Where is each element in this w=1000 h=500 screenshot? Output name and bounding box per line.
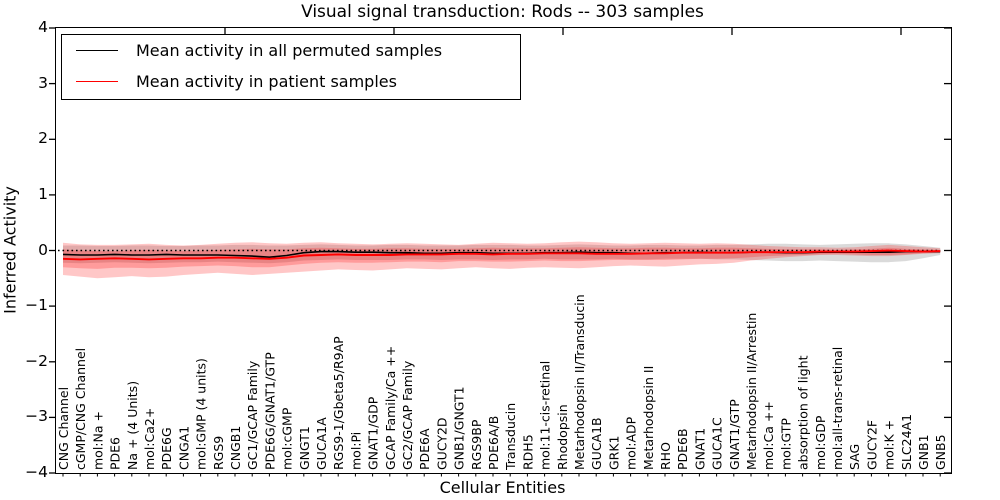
x-tick-labels: CNG Channel cGMP/CNG Channel mol:Na + PDE6 N… (56, 294, 948, 471)
x-tick-label: GUCY2D (434, 417, 449, 470)
x-tick-label: mol:Pi (348, 432, 363, 470)
y-tick-label: −4 (25, 463, 48, 481)
x-tick-label: mol:all-trans-retinal (830, 347, 845, 470)
legend-label-permuted: Mean activity in all permuted samples (136, 41, 443, 60)
y-tick-label: −3 (25, 407, 48, 426)
x-tick-label: RGS9-1/Gbeta5/R9AP (331, 336, 346, 470)
x-tick-label: Metarhodopsin II (641, 366, 656, 470)
y-tick-label: −2 (25, 351, 48, 370)
x-tick-label: GNAT1/GDP (366, 396, 381, 470)
x-tick-label: RGS9BP (469, 419, 484, 470)
x-tick-label: mol:GDP (813, 415, 828, 470)
y-tick-label: 0 (38, 240, 48, 259)
x-tick-label: absorption of light (796, 355, 811, 470)
plot-area: CNG Channel cGMP/CNG Channel mol:Na + PDE6 N… (49, 27, 952, 477)
x-tick-label: mol:ADP (624, 416, 639, 470)
x-tick-label: Transducin (503, 403, 518, 471)
x-tick-label: RGS9 (211, 436, 226, 470)
x-tick-label: mol:Na + (90, 411, 105, 470)
x-tick-label: GNB1 (916, 434, 931, 470)
x-tick-label: GUCY2F (864, 420, 879, 470)
y-tick-label: −1 (25, 296, 48, 315)
y-tick-label: 2 (38, 129, 48, 148)
x-tick-label: mol:cGMP (280, 407, 295, 470)
x-tick-label: GC2/GCAP Family (400, 360, 415, 470)
patient-mean-line (62, 249, 941, 261)
legend: Mean activity in all permuted samples Me… (61, 34, 521, 100)
x-tick-label: PDE6A (417, 428, 432, 470)
legend-label-patient: Mean activity in patient samples (136, 72, 397, 91)
legend-entry-permuted: Mean activity in all permuted samples (62, 35, 520, 66)
x-tick-label: GUCA1C (710, 417, 725, 470)
chart-canvas: CNG Channel cGMP/CNG Channel mol:Na + PDE6 N… (49, 27, 951, 477)
x-tick-label: CNGB1 (228, 426, 243, 470)
x-tick-label: SLC24A1 (899, 414, 914, 470)
x-tick-label: GCAP Family/Ca ++ (383, 346, 398, 470)
x-tick-label: mol:Ca2+ (142, 408, 157, 470)
x-axis-label: Cellular Entities (439, 478, 566, 497)
legend-line-permuted-icon (76, 50, 118, 51)
x-tick-label: CNGA1 (176, 426, 191, 470)
x-tick-label: Metarhodopsin II/Arrestin (744, 313, 759, 470)
legend-line-patient-icon (76, 81, 118, 82)
x-tick-label: GC1/GCAP Family (245, 360, 260, 470)
axis-ticks (49, 27, 951, 477)
x-tick-label: GUCA1A (314, 417, 329, 470)
x-tick-label: SAG (847, 444, 862, 470)
x-tick-label: CNG Channel (56, 387, 71, 470)
x-tick-label: mol:11-cis-retinal (538, 361, 553, 470)
x-tick-label: mol:Ca ++ (761, 401, 776, 470)
y-tick-label: 4 (38, 18, 48, 36)
x-tick-label: PDE6G/GNAT1/GTP (262, 352, 277, 470)
x-tick-label: GUCA1B (589, 417, 604, 470)
x-tick-label: GRK1 (606, 435, 621, 470)
x-tick-label: mol:K + (882, 420, 897, 470)
x-tick-label: GNGT1 (297, 426, 312, 470)
x-tick-label: Na + (4 Units) (125, 381, 140, 470)
x-tick-label: PDE6A/B (486, 416, 501, 470)
x-tick-label: RDH5 (520, 434, 535, 470)
x-tick-label: GNAT1/GTP (727, 399, 742, 470)
x-tick-label: PDE6B (675, 428, 690, 470)
y-tick-label: 3 (38, 73, 48, 92)
x-tick-label: GNB5 (933, 434, 948, 470)
legend-entry-patient: Mean activity in patient samples (62, 66, 520, 97)
x-tick-label: RHO (658, 442, 673, 470)
x-tick-label: GNAT1 (692, 428, 707, 470)
x-tick-label: GNB1/GNGT1 (452, 386, 467, 470)
x-tick-label: PDE6 (108, 437, 123, 470)
x-tick-label: Metarhodopsin II/Transducin (572, 294, 587, 470)
x-tick-label: mol:GTP (778, 418, 793, 470)
x-tick-label: PDE6G (159, 427, 174, 470)
y-tick-label: 1 (38, 184, 48, 203)
x-tick-label: cGMP/CNG Channel (73, 348, 88, 470)
x-tick-label: mol:GMP (4 units) (194, 358, 209, 470)
chart-title: Visual signal transduction: Rods -- 303 … (301, 2, 704, 22)
x-tick-label: Rhodopsin (555, 404, 570, 470)
